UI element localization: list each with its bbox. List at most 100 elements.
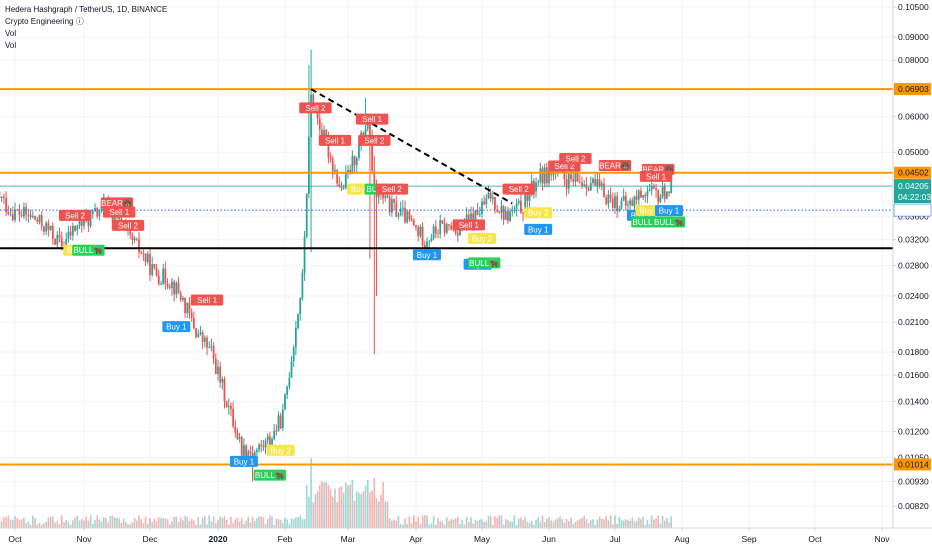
candle[interactable] — [50, 226, 52, 231]
candle[interactable] — [477, 203, 479, 215]
candle[interactable] — [197, 330, 199, 338]
candle[interactable] — [70, 225, 72, 239]
candle[interactable] — [354, 155, 356, 172]
candle[interactable] — [208, 341, 210, 348]
candle[interactable] — [588, 187, 590, 192]
candle[interactable] — [391, 195, 393, 217]
candle[interactable] — [299, 297, 301, 321]
candle[interactable] — [659, 194, 661, 203]
candle[interactable] — [145, 253, 147, 266]
signal-bull[interactable]: BULL🐂 — [254, 470, 286, 481]
signal-sell[interactable]: Sell 2 — [299, 102, 331, 113]
signal-sell[interactable]: Sell 2 — [59, 210, 91, 221]
candle[interactable] — [400, 202, 402, 217]
signal-sell[interactable]: Sell 2 — [112, 220, 144, 231]
candle[interactable] — [507, 207, 509, 224]
candle[interactable] — [446, 222, 448, 234]
candle[interactable] — [537, 179, 539, 186]
candle[interactable] — [5, 191, 7, 216]
candle[interactable] — [278, 411, 280, 431]
candle[interactable] — [162, 264, 164, 285]
candle[interactable] — [428, 240, 430, 248]
candle[interactable] — [239, 433, 241, 443]
candle[interactable] — [178, 277, 180, 294]
candle[interactable] — [27, 209, 29, 223]
candle[interactable] — [601, 180, 603, 190]
candle[interactable] — [422, 222, 424, 249]
candle[interactable] — [265, 438, 267, 454]
candle[interactable] — [32, 211, 34, 218]
signal-sell[interactable]: Sell 1 — [319, 135, 351, 146]
signal-buy1[interactable]: Buy 1 — [413, 249, 441, 260]
candle[interactable] — [413, 218, 415, 226]
level-price-tag[interactable]: 0.06903 — [894, 83, 931, 95]
candle[interactable] — [384, 194, 386, 201]
candle[interactable] — [14, 202, 16, 222]
candle[interactable] — [52, 222, 54, 245]
symbol-title[interactable]: Hedera Hashgraph / TetherUS, 1D, BINANCE — [5, 4, 167, 16]
candle[interactable] — [668, 191, 670, 197]
signal-buy2[interactable]: Buy 2 — [468, 233, 496, 244]
candle[interactable] — [647, 185, 649, 203]
candle[interactable] — [535, 177, 537, 197]
indicator-name[interactable]: Crypto Engineering ⓘ — [5, 16, 167, 28]
candle[interactable] — [579, 174, 581, 183]
candle[interactable] — [72, 222, 74, 240]
candle[interactable] — [36, 217, 38, 224]
candle[interactable] — [621, 197, 623, 210]
candle[interactable] — [542, 166, 544, 191]
candle[interactable] — [544, 164, 546, 188]
candle[interactable] — [30, 210, 32, 220]
candle[interactable] — [479, 207, 481, 217]
candle[interactable] — [439, 214, 441, 238]
candle[interactable] — [666, 191, 668, 199]
candle[interactable] — [433, 224, 435, 241]
candle[interactable] — [572, 172, 574, 186]
candle[interactable] — [273, 424, 275, 440]
candle[interactable] — [138, 232, 140, 258]
candle[interactable] — [592, 177, 594, 185]
signal-sell[interactable]: Sell 1 — [191, 294, 223, 305]
candle[interactable] — [280, 413, 282, 430]
candle[interactable] — [393, 199, 395, 211]
candle[interactable] — [618, 206, 620, 213]
candle[interactable] — [149, 247, 151, 281]
candle[interactable] — [636, 189, 638, 204]
candle[interactable] — [356, 156, 358, 171]
candle[interactable] — [151, 257, 153, 277]
candle[interactable] — [640, 187, 642, 198]
candle[interactable] — [79, 220, 81, 229]
signal-buy2[interactable]: Buy 2 — [267, 445, 295, 456]
candle[interactable] — [625, 192, 627, 211]
candle[interactable] — [306, 193, 308, 238]
candle[interactable] — [649, 184, 651, 191]
candle[interactable] — [221, 376, 223, 389]
candle[interactable] — [191, 308, 193, 321]
candle[interactable] — [1, 196, 3, 202]
candle[interactable] — [509, 208, 511, 222]
candle[interactable] — [200, 326, 202, 336]
candle[interactable] — [485, 194, 487, 208]
candle[interactable] — [134, 236, 136, 243]
candle[interactable] — [518, 198, 520, 205]
candle[interactable] — [330, 153, 332, 163]
candle[interactable] — [45, 221, 47, 235]
candle[interactable] — [435, 220, 437, 238]
candle[interactable] — [657, 189, 659, 205]
candle[interactable] — [529, 193, 531, 208]
candle[interactable] — [171, 278, 173, 296]
candle[interactable] — [610, 187, 612, 202]
level-price-tag[interactable]: 0.04502 — [894, 167, 931, 179]
candle[interactable] — [193, 311, 195, 329]
candle[interactable] — [634, 196, 636, 211]
candle[interactable] — [395, 196, 397, 217]
candle[interactable] — [284, 393, 286, 410]
candle[interactable] — [597, 173, 599, 193]
candle[interactable] — [41, 211, 43, 231]
candle[interactable] — [638, 189, 640, 205]
candle[interactable] — [336, 169, 338, 187]
candle[interactable] — [308, 65, 310, 198]
candle[interactable] — [230, 402, 232, 416]
candle[interactable] — [76, 225, 78, 236]
